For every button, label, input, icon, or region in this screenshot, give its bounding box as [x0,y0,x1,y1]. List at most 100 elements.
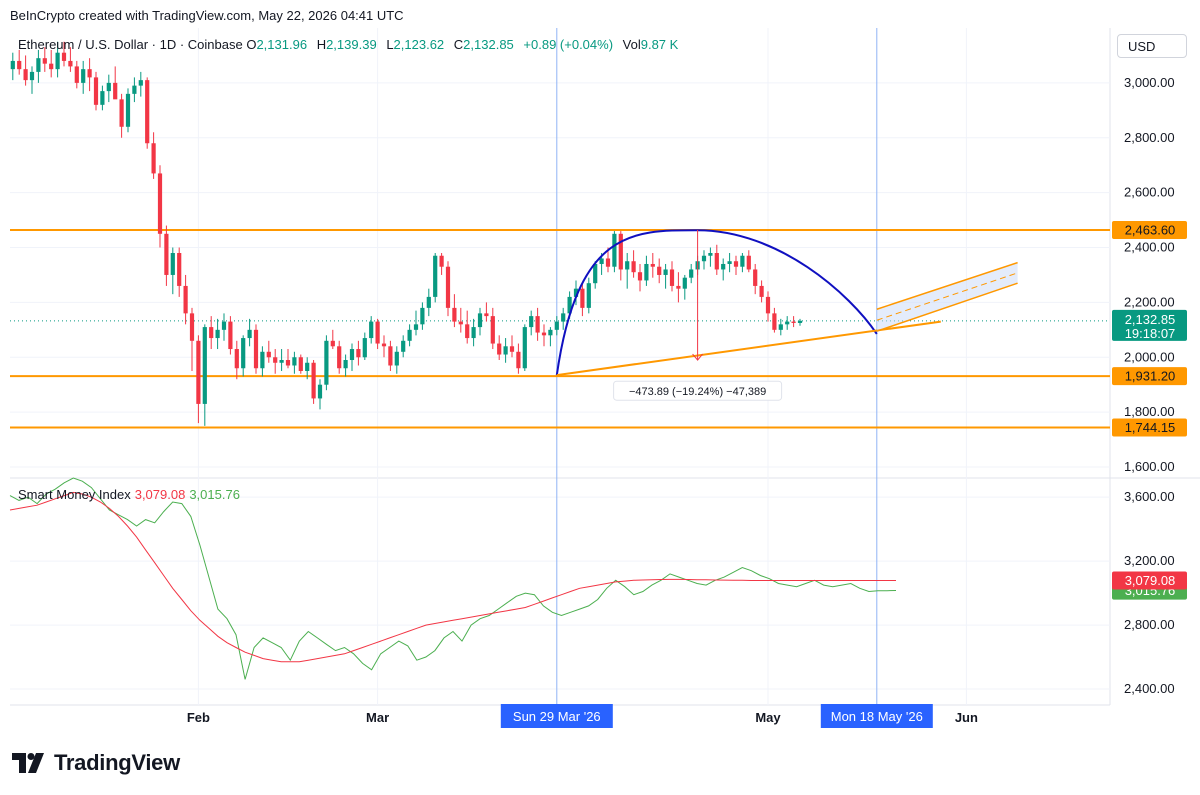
projection-channel-upper [876,261,1018,310]
bar-countdown-label: 19:18:07 [1125,326,1176,341]
candle [106,74,111,103]
time-tick-label: May [755,710,781,725]
chart-attribution: BeInCrypto created with TradingView.com,… [10,8,404,23]
candle [164,225,169,286]
candle [196,335,201,424]
date-cursor-badge [500,704,613,728]
smi-name[interactable]: Smart Money Index [18,487,131,502]
projection-channel-mid [876,272,1018,321]
candle [266,340,271,363]
ohlc-legend: Ethereum / U.S. Dollar · 1D · Coinbase O… [18,37,678,52]
candle [260,346,265,377]
candle-body [657,266,662,275]
date-cursor-badge [820,704,933,728]
candle-body [177,253,182,286]
candle [682,274,687,300]
candle-body [471,327,476,339]
candle [618,231,623,281]
price-tick-label: 3,000.00 [1124,75,1175,90]
time-tick-label: Feb [187,710,210,725]
candle-body [484,313,489,317]
candle [516,343,521,374]
candle-body [452,307,457,322]
candle [343,354,348,377]
candle-body [797,320,803,323]
price-tick-label: 2,600.00 [1124,185,1175,200]
low-label: L [386,37,394,52]
candle-body [503,346,508,355]
candle [625,253,630,289]
symbol-name[interactable]: Ethereum / U.S. Dollar · 1D · Coinbase [18,37,243,52]
candle-body [29,71,35,81]
candle-body [106,82,111,92]
candle-body [445,266,451,308]
candle [509,335,515,358]
close-label: C [453,37,464,52]
candle-body [586,283,591,308]
smi-value-red: 3,079.08 [134,487,186,502]
candle-body [439,255,444,267]
current-price-badge [1112,309,1187,341]
candle [305,357,310,380]
candle-body [87,69,92,78]
candle-body [324,340,329,385]
price-tick-label: 1,800.00 [1124,404,1175,419]
candle [676,272,681,303]
candle [177,247,182,297]
projection-channel-lower [876,282,1018,332]
candle [644,255,649,286]
candle-body [605,258,611,267]
candle [497,335,502,361]
candle [541,324,547,347]
candle [100,85,105,111]
candle [74,60,79,89]
candle-body [388,346,393,366]
candle-body [791,321,796,323]
candle-body [413,324,419,330]
smi-tick-label: 2,800.00 [1124,617,1175,632]
smi-line-red [9,491,896,663]
candle [797,318,803,326]
candle [554,316,559,336]
currency-button[interactable]: USD [1117,34,1187,58]
candle-body [221,321,227,330]
tradingview-logo[interactable]: TradingView [12,750,180,776]
candle [631,250,636,278]
candle-body [138,80,143,86]
candle [68,47,73,72]
candle [458,307,463,333]
smi-tick-label: 2,400.00 [1124,681,1175,696]
candle-body [701,255,707,262]
candle [157,165,163,248]
candle [791,316,796,328]
candle [375,318,380,350]
candle-body [369,321,374,339]
candle [241,335,246,377]
candle-body [23,69,28,81]
candle [503,338,508,363]
candle [445,261,451,317]
smi-line-green [9,477,897,680]
candle [234,340,239,380]
candle-body [669,269,675,286]
candle-body [145,80,150,144]
candle-body [759,285,764,297]
smi-tick-label: 3,200.00 [1124,553,1175,568]
candle [420,302,425,330]
candle-body [753,269,758,286]
candle [221,313,227,341]
candle [465,310,470,344]
smi-value-badge-label: 3,079.08 [1125,573,1176,588]
candle-body [189,313,195,341]
candle [81,60,86,94]
candle [247,318,252,347]
candle [23,55,28,86]
candle-body [593,263,598,284]
candle [663,263,668,289]
horizontal-level-badge [1112,367,1187,386]
date-cursor-label: Mon 18 May '26 [831,709,923,724]
candle [349,343,355,371]
candle-body [567,296,572,314]
candle-body [714,253,719,270]
